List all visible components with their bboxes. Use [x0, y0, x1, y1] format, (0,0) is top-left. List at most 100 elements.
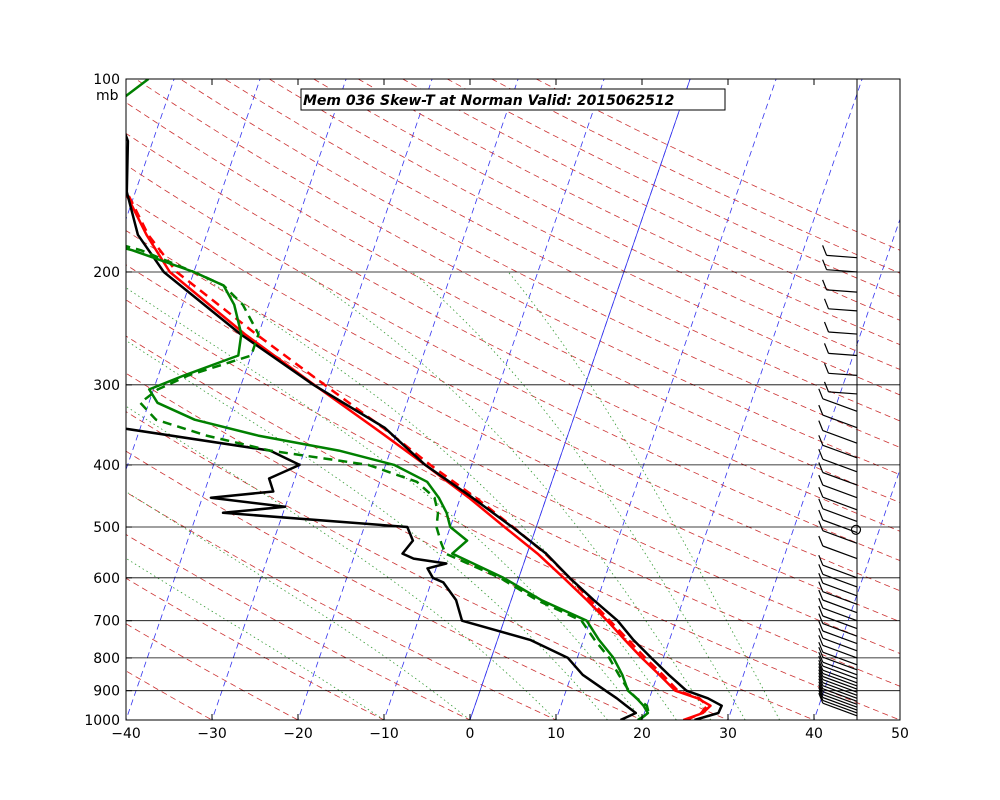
wind-barb [818, 635, 858, 659]
dry-adiabat-line [126, 670, 213, 720]
moist-adiabat-line [411, 271, 746, 720]
wind-barb [818, 435, 858, 459]
wind-barb [818, 663, 858, 687]
background-grid [0, 50, 900, 734]
dry-adiabat-line [126, 411, 730, 720]
wind-barb [818, 474, 858, 499]
isotherm-line [126, 79, 175, 221]
dry-adiabat-line [126, 450, 643, 720]
wind-barb [818, 462, 858, 486]
calm-wind-marker [850, 524, 862, 535]
wind-barb [818, 581, 858, 605]
pressure-unit-label: mb [96, 88, 119, 104]
wind-barb [818, 564, 858, 588]
wind-barb [818, 672, 858, 696]
wind-barb [823, 343, 858, 357]
isotherm-line [126, 79, 347, 720]
x-tick-label: 30 [719, 726, 737, 742]
profile-series-1 [126, 186, 709, 720]
isotherm-line [813, 468, 900, 720]
p-tick-label: 800 [93, 651, 120, 667]
isotherm-line [383, 79, 605, 720]
wind-barb [822, 259, 858, 273]
wind-barb [818, 687, 858, 711]
wind-barb [818, 675, 858, 699]
p-tick-label: 300 [93, 378, 120, 394]
dry-adiabat-line [126, 196, 900, 592]
wind-barb [823, 381, 858, 395]
title-box [300, 88, 726, 111]
wind-barb [818, 498, 858, 522]
moist-adiabat-line [126, 287, 643, 720]
wind-barb [818, 605, 858, 630]
isotherm-line [0, 50, 98, 734]
dry-adiabat-line [126, 577, 385, 720]
wind-barb [818, 554, 858, 579]
wind-barb [818, 520, 858, 544]
wind-barb [822, 279, 858, 293]
plot-frame [125, 78, 901, 721]
chart-title: Mem 036 Skew-T at Norman Valid: 20150625… [303, 93, 674, 109]
wind-barb [818, 388, 858, 412]
isotherm-line [0, 50, 12, 734]
x-tick-label: −30 [197, 726, 227, 742]
wind-barb [818, 589, 858, 614]
wind-barb [818, 678, 858, 702]
x-tick-label: −20 [283, 726, 313, 742]
wind-barb [818, 651, 858, 676]
wind-barb [818, 646, 858, 671]
p-tick-label: 400 [93, 458, 120, 474]
dry-adiabat-line [134, 79, 900, 476]
p-tick-label: 500 [93, 520, 120, 536]
isotherm-line [126, 79, 261, 471]
wind-barb [818, 692, 858, 717]
wind-barbs [818, 245, 862, 717]
wind-barb [818, 486, 858, 511]
p-tick-label: 200 [93, 265, 120, 281]
wind-barb [818, 659, 858, 684]
isotherm-line [899, 718, 900, 720]
profile-series-4 [126, 79, 650, 720]
dry-adiabat-line [312, 79, 900, 370]
x-tick-label: 40 [805, 726, 823, 742]
wind-barb [818, 535, 858, 560]
wind-barb [818, 448, 858, 473]
moist-adiabat-line [126, 557, 385, 720]
profile-series [126, 79, 723, 720]
dry-adiabat-line [126, 230, 900, 623]
wind-barb [823, 298, 858, 312]
wind-barb [818, 420, 858, 444]
x-tick-label: −40 [111, 726, 141, 742]
wind-barb [823, 321, 858, 335]
wind-barb [823, 363, 858, 376]
wind-barb [818, 613, 858, 637]
x-tick-label: 50 [891, 726, 909, 742]
wind-barb [818, 690, 858, 714]
dry-adiabat-line [126, 534, 471, 720]
p-tick-label: 900 [93, 684, 120, 700]
freezing-isotherm [469, 79, 691, 720]
x-tick-label: −10 [369, 726, 399, 742]
isotherm-line [297, 79, 519, 720]
dry-adiabat-line [268, 79, 900, 396]
wind-barb [818, 572, 858, 597]
x-tick-label: 20 [633, 726, 651, 742]
wind-barb [818, 641, 858, 666]
wind-barb [818, 404, 858, 429]
profile-series-3 [126, 427, 638, 720]
moist-adiabat-line [507, 271, 780, 720]
moist-adiabat-line [194, 271, 677, 720]
dry-adiabat-line [126, 299, 900, 687]
x-tick-label: 10 [547, 726, 565, 742]
x-axis-ticks: −40 −30 −20 −10 0 10 20 30 40 50 [111, 79, 909, 742]
profile-series-5 [126, 244, 650, 720]
dry-adiabat-line [126, 264, 900, 654]
isotherm-line [641, 79, 863, 720]
p-tick-label: 600 [93, 571, 120, 587]
plot-area [126, 79, 900, 720]
p-tick-label: 100 [93, 72, 120, 88]
wind-barb [818, 684, 858, 708]
wind-barb [818, 669, 858, 693]
dry-adiabat-line [126, 102, 900, 504]
